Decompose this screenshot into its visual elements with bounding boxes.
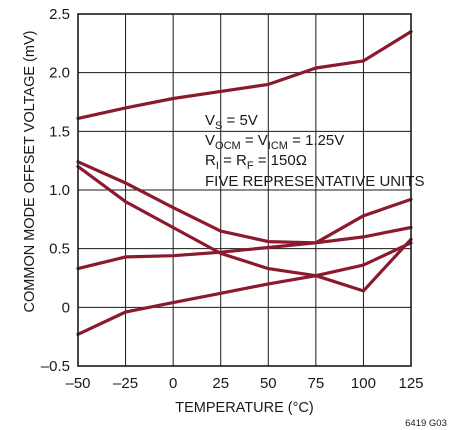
series-line-3 — [76, 164, 413, 293]
annotation-block: VS = 5V VOCM = VICM = 1.25V RI = RF = 15… — [205, 112, 424, 190]
plot-frame — [77, 13, 412, 367]
annotation-rf: RI = RF = 150Ω — [205, 152, 307, 172]
x-tick-label: –25 — [113, 375, 138, 392]
x-tick-label: 25 — [212, 375, 229, 392]
grid — [78, 14, 411, 366]
x-tick-label: 100 — [351, 375, 376, 392]
series-line-4 — [76, 225, 413, 271]
series-line-1 — [76, 30, 413, 121]
y-tick-label: 1.0 — [49, 182, 70, 199]
annotation-vocm: VOCM = VICM = 1.25V — [205, 132, 344, 152]
x-tick-label: –50 — [65, 375, 90, 392]
x-tick-label: 125 — [398, 375, 423, 392]
x-axis-label: TEMPERATURE (°C) — [175, 400, 313, 416]
x-tick-label: 75 — [308, 375, 325, 392]
y-tick-label: 0 — [62, 299, 70, 316]
y-axis-label: COMMON MODE OFFSET VOLTAGE (mV) — [22, 31, 38, 313]
x-tick-label: 0 — [169, 375, 177, 392]
y-tick-label: 2.5 — [49, 6, 70, 23]
y-tick-label: –0.5 — [41, 358, 70, 375]
annotation-vs: VS = 5V — [205, 112, 258, 132]
figure-id: 6419 G03 — [405, 418, 447, 429]
y-tick-label: 1.5 — [49, 123, 70, 140]
y-tick-labels: –0.5 0 0.5 1.0 1.5 2.0 2.5 — [41, 6, 70, 375]
x-tick-label: 50 — [260, 375, 277, 392]
x-tick-labels: –50 –25 0 25 50 75 100 125 — [65, 375, 423, 392]
y-tick-label: 0.5 — [49, 241, 70, 258]
series-line-5 — [76, 241, 413, 336]
series-group — [76, 30, 413, 336]
y-tick-label: 2.0 — [49, 65, 70, 82]
annotation-units: FIVE REPRESENTATIVE UNITS — [205, 173, 424, 190]
series-line-2 — [76, 160, 413, 245]
